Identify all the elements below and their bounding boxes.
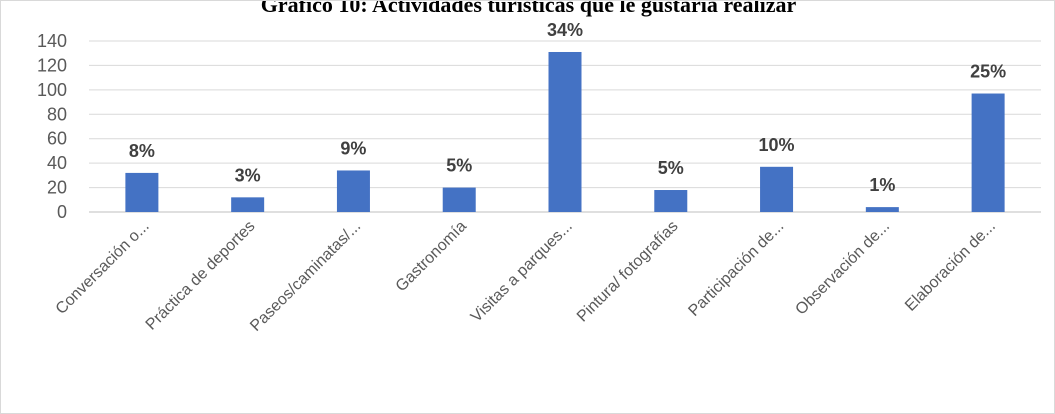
data-label: 5% (446, 156, 472, 176)
category-label: Observación de... (792, 218, 893, 319)
bar (971, 93, 1005, 212)
data-label: 8% (129, 141, 155, 161)
bar (548, 51, 582, 212)
data-label: 1% (869, 175, 895, 195)
bar (231, 197, 265, 212)
data-label: 3% (235, 165, 261, 185)
category-label: Pintura/ fotografías (574, 218, 682, 326)
data-label: 9% (340, 138, 366, 158)
y-tick-label: 120 (37, 55, 67, 75)
bar (125, 172, 159, 212)
y-tick-label: 100 (37, 80, 67, 100)
data-label: 34% (547, 20, 583, 40)
data-label: 5% (658, 158, 684, 178)
category-label: Elaboración de... (902, 218, 999, 315)
category-label: Paseos/caminatas/... (247, 218, 364, 335)
y-tick-label: 0 (57, 202, 67, 222)
y-tick-label: 140 (37, 31, 67, 51)
bar (654, 190, 688, 212)
bar (865, 207, 899, 212)
bar (442, 187, 476, 212)
data-label: 10% (759, 135, 795, 155)
category-label: Práctica de deportes (143, 218, 259, 334)
chart-title: Gráfico 10: Actividades turísticas que l… (260, 0, 797, 17)
bar (336, 170, 370, 212)
category-label: Visitas a parques... (468, 218, 576, 326)
y-tick-label: 20 (47, 178, 67, 198)
category-label: Participación de... (685, 218, 787, 320)
y-tick-label: 40 (47, 153, 67, 173)
category-label: Gastronomía (393, 218, 470, 295)
bar (760, 166, 794, 212)
y-tick-label: 80 (47, 104, 67, 124)
category-label: Conversación o... (53, 218, 153, 318)
y-tick-label: 60 (47, 129, 67, 149)
data-label: 25% (970, 62, 1006, 82)
